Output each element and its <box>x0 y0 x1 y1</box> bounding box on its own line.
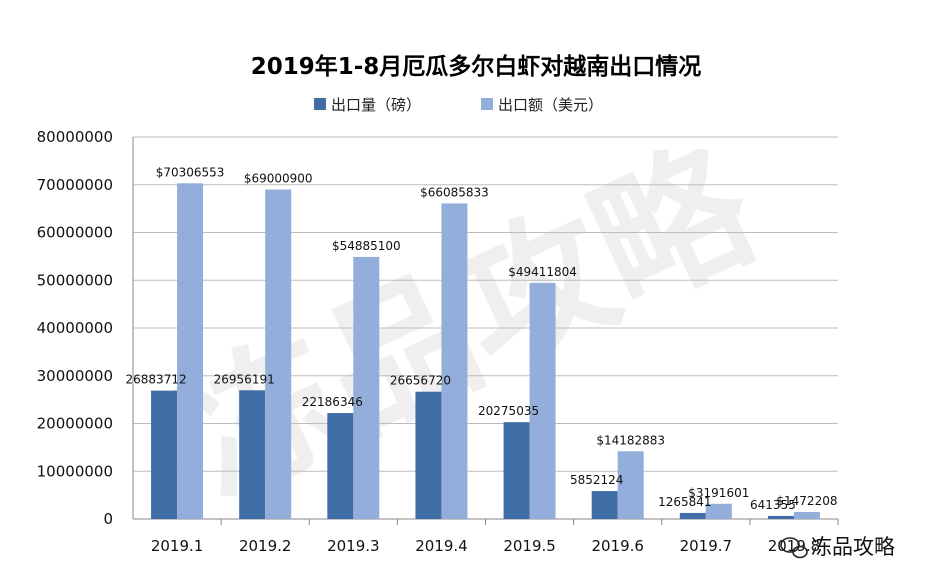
data-label-value: $70306553 <box>156 165 225 179</box>
x-tick-label: 2019.7 <box>680 537 733 555</box>
data-label-volume: 641355 <box>750 498 796 512</box>
bars <box>151 183 820 520</box>
bar-value-2019.6 <box>617 451 644 519</box>
x-tick-label: 2019.4 <box>415 537 468 555</box>
data-label-value: $69000900 <box>244 172 313 186</box>
x-tick-label: 2019.3 <box>327 537 380 555</box>
y-tick-label: 80000000 <box>37 128 113 146</box>
x-tick-label: 2019.6 <box>591 537 644 555</box>
branding: 冻品攻略 <box>780 535 895 559</box>
chart-title: 2019年1-8月厄瓜多尔白虾对越南出口情况 <box>251 53 702 80</box>
y-axis: 0 10000000 20000000 30000000 40000000 5000000… <box>37 128 134 528</box>
bar-value-2019.5 <box>529 283 556 519</box>
bar-value-2019.8 <box>793 511 820 519</box>
y-tick-label: 0 <box>103 510 113 528</box>
y-tick-label: 20000000 <box>37 415 113 433</box>
x-tick-label: 2019.2 <box>239 537 292 555</box>
bar-volume-2019.5 <box>503 422 530 519</box>
bar-volume-2019.1 <box>151 390 178 519</box>
bar-value-2019.7 <box>705 503 732 519</box>
x-axis: 2019.1 2019.2 2019.3 2019.4 2019.5 2019.6 2019… <box>151 519 839 555</box>
data-label-volume: 26883712 <box>126 373 187 387</box>
legend-swatch-volume <box>314 98 326 110</box>
bar-value-2019.2 <box>265 189 292 520</box>
data-label-volume: 26656720 <box>390 374 451 388</box>
data-label-volume: 26956191 <box>214 372 275 386</box>
y-tick-label: 30000000 <box>37 367 113 385</box>
bar-value-2019.1 <box>177 183 204 520</box>
data-label-value: $3191601 <box>688 486 749 500</box>
legend-label-volume: 出口量（磅） <box>331 96 421 114</box>
x-tick-label: 2019.1 <box>151 537 204 555</box>
data-label-volume: 5852124 <box>570 473 623 487</box>
data-label-volume: 20275035 <box>478 404 539 418</box>
data-label-value: $54885100 <box>332 239 401 253</box>
bar-value-2019.4 <box>441 203 468 519</box>
data-label-volume: 1265841 <box>658 495 711 509</box>
data-label-volume: 22186346 <box>302 395 363 409</box>
y-tick-label: 50000000 <box>37 271 113 289</box>
legend-swatch-value <box>481 98 493 110</box>
data-label-value: $49411804 <box>508 265 577 279</box>
y-tick-label: 40000000 <box>37 319 113 337</box>
bar-volume-2019.6 <box>591 491 618 519</box>
y-tick-label: 10000000 <box>37 462 113 480</box>
bar-volume-2019.7 <box>679 512 706 519</box>
bar-volume-2019.8 <box>767 515 794 519</box>
bar-volume-2019.2 <box>239 390 266 519</box>
y-tick-label: 70000000 <box>37 176 113 194</box>
data-labels: 26883712 $70306553 26956191 $69000900 221863… <box>126 165 838 512</box>
y-tick-label: 60000000 <box>37 224 113 242</box>
bar-volume-2019.4 <box>415 391 442 519</box>
legend-label-value: 出口额（美元） <box>498 96 603 114</box>
branding-text: 冻品攻略 <box>811 535 895 559</box>
data-label-value: $66085833 <box>420 185 489 199</box>
bar-value-2019.3 <box>353 256 380 519</box>
x-tick-label: 2019.5 <box>503 537 556 555</box>
bar-volume-2019.3 <box>327 413 354 519</box>
data-label-value: $14182883 <box>596 433 665 447</box>
wechat-icon <box>780 537 808 559</box>
data-label-value: $1472208 <box>776 494 837 508</box>
legend: 出口量（磅） 出口额（美元） <box>314 96 603 114</box>
